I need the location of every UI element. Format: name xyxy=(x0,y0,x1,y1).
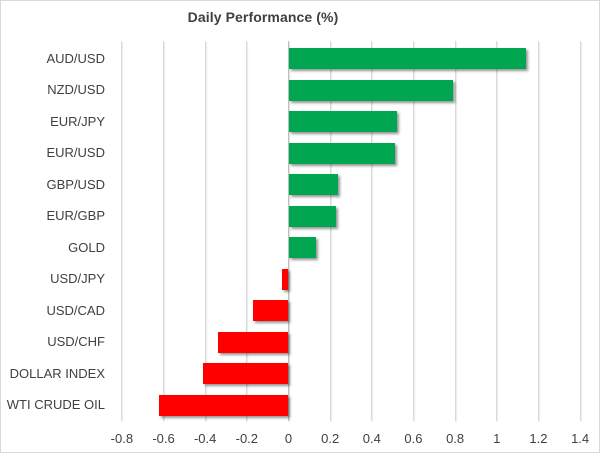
x-tick-label-0-8: -0.8 xyxy=(110,431,134,446)
bar-usd-jpy xyxy=(282,268,289,290)
gridline-0.2 xyxy=(329,41,331,421)
x-tick-label-0-6: 0.6 xyxy=(404,431,423,446)
bar-dollar-index xyxy=(203,363,289,385)
gridline-1 xyxy=(496,41,498,421)
category-label-eur-usd: EUR/USD xyxy=(46,145,105,161)
gridline-1.2 xyxy=(537,41,539,421)
x-tick-label-0-2: 0.2 xyxy=(321,431,340,446)
category-label-gbp-usd: GBP/USD xyxy=(46,176,105,192)
gridline--0.4 xyxy=(204,41,206,421)
bar-gbp-usd xyxy=(288,174,339,196)
bar-usd-cad xyxy=(253,300,289,322)
category-label-aud-usd: AUD/USD xyxy=(46,50,105,66)
gridline--0.8 xyxy=(121,41,123,421)
x-tick-label-0-8: 0.8 xyxy=(446,431,465,446)
category-label-usd-chf: USD/CHF xyxy=(47,334,105,350)
category-label-eur-gbp: EUR/GBP xyxy=(46,208,105,224)
bar-nzd-usd xyxy=(288,79,454,101)
category-label-eur-jpy: EUR/JPY xyxy=(50,113,105,129)
bar-usd-chf xyxy=(217,331,289,353)
x-tick-label-0: 0 xyxy=(284,431,293,446)
category-label-usd-cad: USD/CAD xyxy=(46,302,105,318)
category-label-nzd-usd: NZD/USD xyxy=(47,82,105,98)
gridline-1.4 xyxy=(579,41,581,421)
bar-eur-gbp xyxy=(288,205,337,227)
bar-wti-crude-oil xyxy=(159,394,289,416)
x-tick-label-1-2: 1.2 xyxy=(529,431,548,446)
category-label-dollar-index: DOLLAR INDEX xyxy=(9,365,105,381)
category-label-gold: GOLD xyxy=(68,239,105,255)
x-tick-label-0-4: -0.4 xyxy=(193,431,217,446)
bar-eur-jpy xyxy=(288,111,397,133)
category-label-usd-jpy: USD/JPY xyxy=(50,271,105,287)
x-tick-label-0-2: -0.2 xyxy=(235,431,259,446)
chart-title: Daily Performance (%) xyxy=(187,9,339,25)
x-tick-label-1: 1 xyxy=(493,431,501,446)
gridline-0.6 xyxy=(412,41,414,421)
bar-eur-usd xyxy=(288,142,395,164)
bar-aud-usd xyxy=(288,48,526,70)
zero-axis-line xyxy=(288,41,289,421)
x-tick-label-1-4: 1.4 xyxy=(571,431,590,446)
gridline--0.6 xyxy=(163,41,165,421)
x-tick-label-0-4: 0.4 xyxy=(362,431,381,446)
category-label-wti-crude-oil: WTI CRUDE OIL xyxy=(6,397,105,413)
gridline--0.2 xyxy=(246,41,248,421)
bar-gold xyxy=(288,237,316,259)
x-tick-label-0-6: -0.6 xyxy=(152,431,175,446)
gridline-0.8 xyxy=(454,41,456,421)
gridline-0.4 xyxy=(371,41,373,421)
